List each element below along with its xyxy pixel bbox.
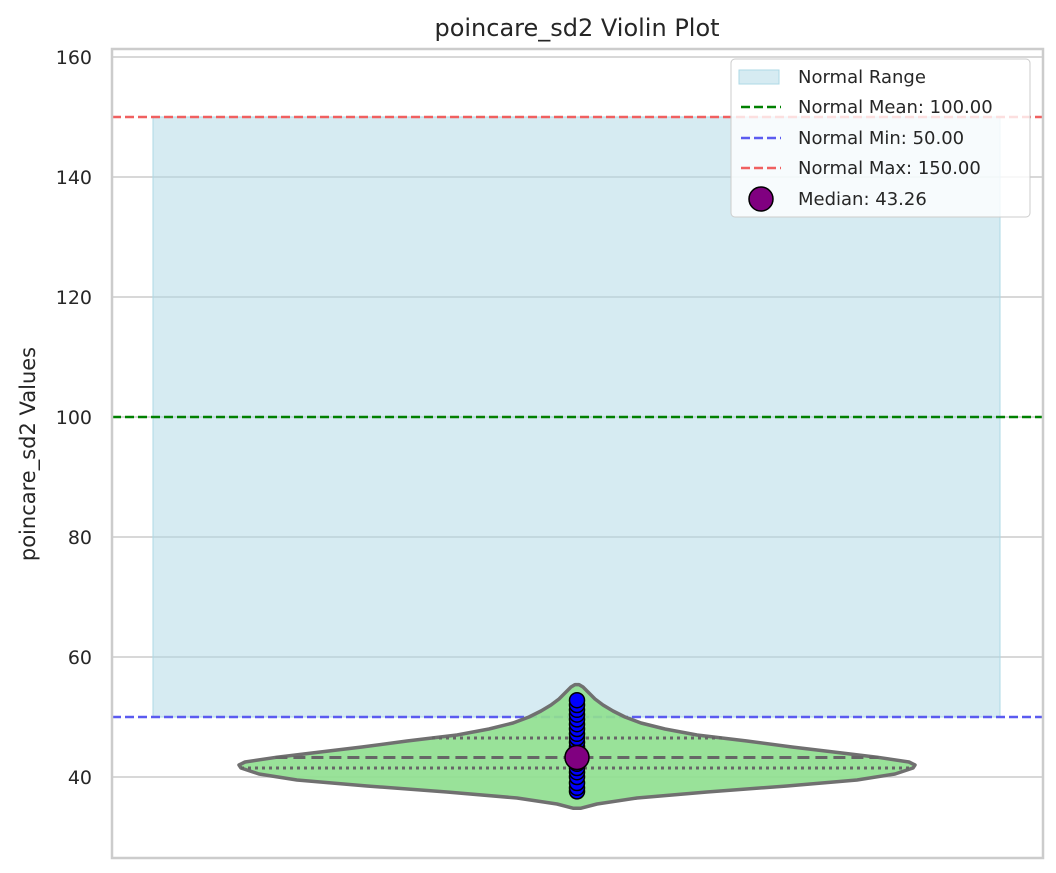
- y-tick-label: 80: [68, 527, 92, 549]
- y-tick-label: 40: [68, 767, 92, 789]
- y-axis-label: poincare_sd2 Values: [16, 347, 41, 561]
- legend-label: Normal Mean: 100.00: [798, 97, 993, 118]
- legend-swatch-median: [748, 186, 774, 212]
- legend-item: Normal Max: 150.00: [741, 158, 981, 179]
- legend-label: Normal Range: [798, 67, 926, 88]
- median-point: [564, 744, 590, 771]
- data-point: [568, 691, 586, 709]
- legend-label: Normal Max: 150.00: [798, 158, 981, 179]
- legend-label: Median: 43.26: [798, 189, 927, 210]
- legend-box: [730, 58, 1031, 218]
- y-tick-label: 100: [56, 407, 92, 429]
- y-tick-labels: 40 60 80 100 120 140 160: [56, 47, 92, 789]
- legend: Normal Range Normal Mean: 100.00 Normal Mi…: [730, 58, 1031, 218]
- median-marker: [564, 744, 590, 771]
- y-tick-label: 120: [56, 287, 92, 309]
- legend-swatch-range: [738, 69, 780, 85]
- legend-item: Median: 43.26: [748, 186, 927, 212]
- plot-frame: [110, 47, 1045, 860]
- legend-item: Normal Mean: 100.00: [741, 97, 993, 118]
- legend-item: Normal Min: 50.00: [741, 128, 964, 149]
- y-tick-label: 160: [56, 47, 92, 69]
- y-tick-label: 140: [56, 167, 92, 189]
- legend-label: Normal Min: 50.00: [798, 128, 964, 149]
- y-tick-label: 60: [68, 647, 92, 669]
- legend-item: Normal Range: [738, 67, 926, 88]
- chart-title: poincare_sd2 Violin Plot: [434, 14, 719, 42]
